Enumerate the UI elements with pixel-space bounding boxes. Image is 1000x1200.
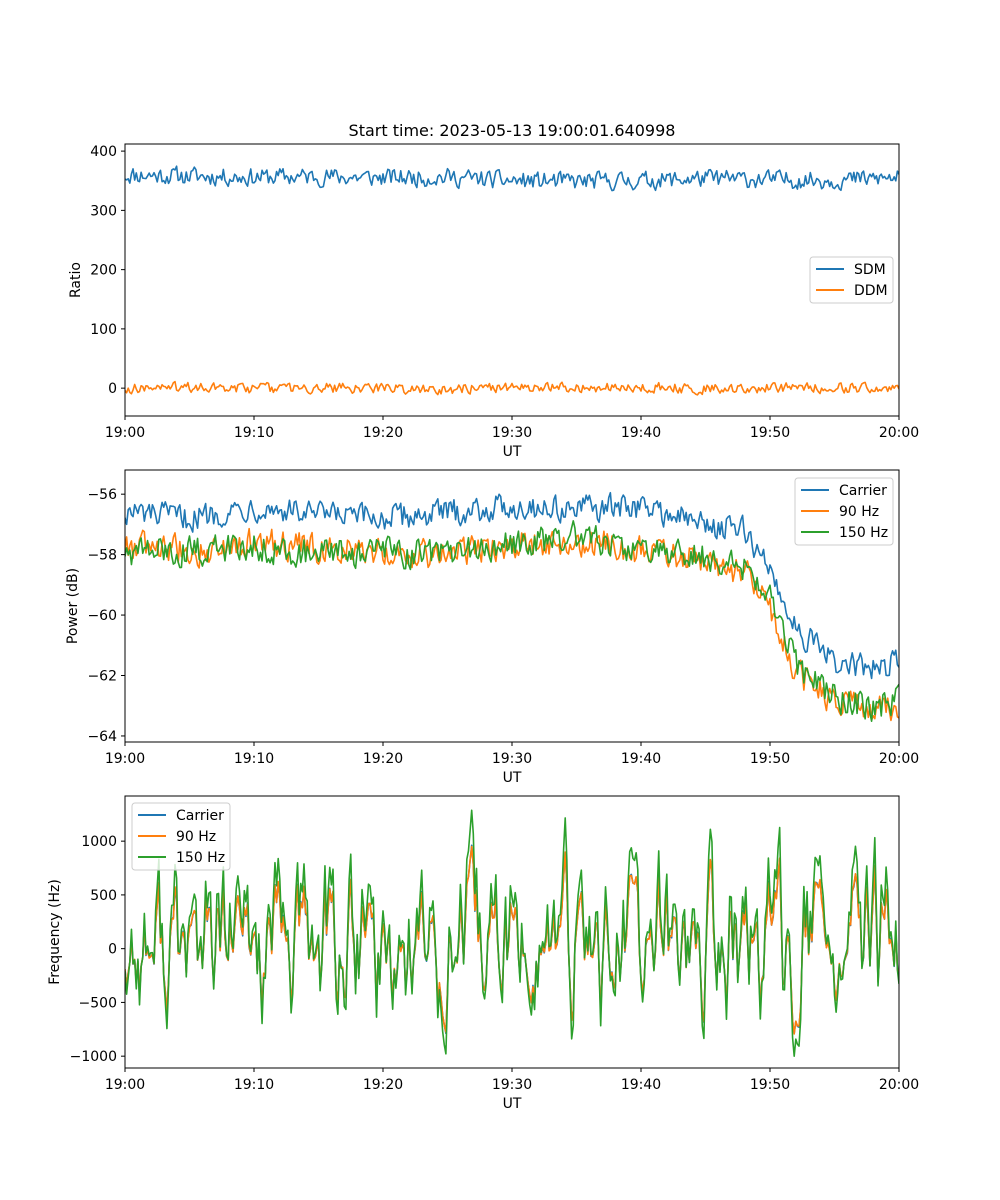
ratio-x-tick-label: 19:50 [750,425,790,441]
frequency-y-tick-label: −1000 [70,1049,117,1065]
ratio-panel-ylabel: Ratio [68,262,84,298]
ratio-legend: SDM DDM [809,256,894,304]
frequency-y-tick-label: −500 [79,995,117,1011]
frequency-x-tick-label: 19:30 [492,1077,532,1093]
power-x-tick-label: 19:40 [621,751,661,767]
frequency-y-tick-label: 0 [108,942,117,958]
power-x-tick-label: 19:30 [492,751,532,767]
frequency-legend-label: Carrier [176,808,224,824]
power-legend: Carrier 90 Hz 150 Hz [794,477,894,546]
power-legend-label: 90 Hz [839,504,879,520]
ratio-x-tick-label: 19:20 [363,425,403,441]
power-legend-label: Carrier [839,483,887,499]
frequency-series-lines [125,809,899,1058]
frequency-y-tick-label: 1000 [81,834,117,850]
ratio-x-tick-label: 19:40 [621,425,661,441]
power-y-tick-label: −62 [87,669,117,685]
frequency-legend: Carrier 90 Hz 150 Hz [131,802,231,871]
power-panel: UT Power (dB) 19:00 19:10 19:20 19:30 19:40 1… [65,469,919,786]
ratio-x-tick-label: 19:10 [234,425,274,441]
ratio-y-tick-label: 300 [90,203,117,219]
frequency-legend-box [131,802,231,871]
frequency-x-tick-label: 19:40 [621,1077,661,1093]
power-legend-label: 150 Hz [839,525,888,541]
frequency-x-tick-label: 19:50 [750,1077,790,1093]
frequency-x-tick-label: 19:10 [234,1077,274,1093]
frequency-series-3 [125,809,899,1058]
power-y-tick-label: −58 [87,548,117,564]
frequency-legend-label: 90 Hz [176,829,216,845]
power-x-tick-label: 19:00 [105,751,145,767]
power-x-tick-label: 20:00 [879,751,919,767]
power-y-tick-label: −64 [87,729,117,745]
ratio-series-2 [125,380,899,396]
ratio-panel-title: Start time: 2023-05-13 19:00:01.640998 [349,121,676,140]
power-x-tick-label: 19:50 [750,751,790,767]
frequency-series-2 [125,845,899,1035]
power-series-lines [125,491,899,722]
ratio-y-tick-label: 0 [108,381,117,397]
frequency-panel: UT Frequency (Hz) 19:00 19:10 19:20 19:30 19… [47,795,919,1112]
power-series-1 [125,491,899,680]
frequency-panel-ylabel: Frequency (Hz) [47,879,63,985]
ratio-y-tick-label: 200 [90,263,117,279]
power-y-tick-label: −56 [87,487,117,503]
ratio-y-tick-label: 400 [90,144,117,160]
ratio-legend-label: SDM [854,262,886,278]
frequency-x-tick-label: 20:00 [879,1077,919,1093]
ratio-x-tick-label: 19:30 [492,425,532,441]
frequency-x-tick-label: 19:20 [363,1077,403,1093]
power-x-tick-label: 19:20 [363,751,403,767]
power-panel-ylabel: Power (dB) [65,568,81,644]
power-legend-box [794,477,894,546]
frequency-x-tick-label: 19:00 [105,1077,145,1093]
ratio-series-1 [125,165,899,192]
ratio-legend-label: DDM [854,283,888,299]
frequency-panel-xlabel: UT [503,1096,522,1112]
ratio-x-tick-label: 20:00 [879,425,919,441]
ratio-series-lines [125,165,899,396]
ratio-y-tick-label: 100 [90,322,117,338]
ratio-x-tick-label: 19:00 [105,425,145,441]
ratio-panel: Start time: 2023-05-13 19:00:01.640998 U… [68,121,919,460]
power-y-tick-label: −60 [87,608,117,624]
power-panel-xlabel: UT [503,770,522,786]
ratio-panel-xlabel: UT [503,444,522,460]
frequency-legend-label: 150 Hz [176,850,225,866]
power-x-tick-label: 19:10 [234,751,274,767]
frequency-y-tick-label: 500 [90,888,117,904]
power-series-3 [125,520,899,722]
